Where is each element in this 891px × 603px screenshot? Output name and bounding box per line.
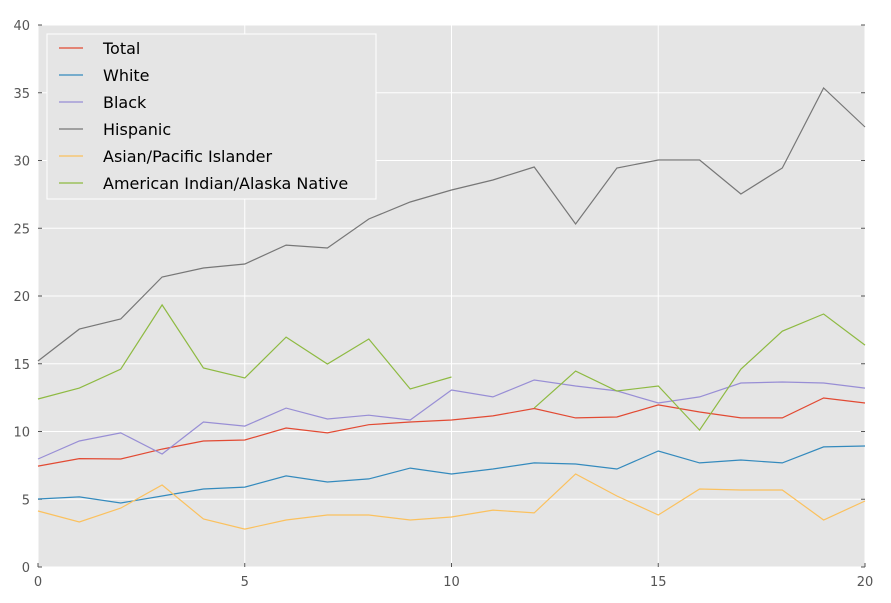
series-lines xyxy=(37,87,866,530)
y-tick-label: 25 xyxy=(13,222,30,237)
y-tick-label: 5 xyxy=(22,493,30,508)
legend-label-asian-pacific-islander: Asian/Pacific Islander xyxy=(103,147,272,166)
legend-label-black: Black xyxy=(103,93,147,112)
y-tick-label: 30 xyxy=(13,155,30,170)
y-tick-label: 35 xyxy=(13,87,30,102)
legend-label-hispanic: Hispanic xyxy=(103,120,171,139)
legend: Total White Black Hispanic Asian/Pacific Isl… xyxy=(46,33,377,200)
series-line-hispanic xyxy=(37,87,866,362)
grid xyxy=(37,24,866,568)
series-line-asian-pacific-islander xyxy=(37,473,866,530)
legend-label-white: White xyxy=(103,66,150,85)
legend-label-american-indian-alaska-native: American Indian/Alaska Native xyxy=(103,174,348,193)
y-axis: 0 5 10 15 20 25 30 35 40 xyxy=(13,19,865,576)
series-line-total xyxy=(37,397,866,467)
series-line-white xyxy=(37,445,866,504)
y-tick-label: 0 xyxy=(22,561,30,576)
y-tick-label: 40 xyxy=(13,19,30,34)
x-tick-label: 10 xyxy=(443,575,460,590)
series-line-black xyxy=(37,379,866,460)
legend-box xyxy=(46,33,377,200)
legend-label-total: Total xyxy=(102,39,140,58)
series-line-american-indian-alaska-native xyxy=(37,303,866,432)
x-tick-label: 0 xyxy=(34,575,42,590)
y-tick-label: 20 xyxy=(13,290,30,305)
x-axis: 0 5 10 15 20 xyxy=(34,563,873,590)
y-tick-label: 15 xyxy=(13,358,30,373)
y-tick-label: 10 xyxy=(13,426,30,441)
x-tick-label: 15 xyxy=(650,575,667,590)
x-tick-label: 5 xyxy=(241,575,249,590)
x-tick-label: 20 xyxy=(857,575,874,590)
